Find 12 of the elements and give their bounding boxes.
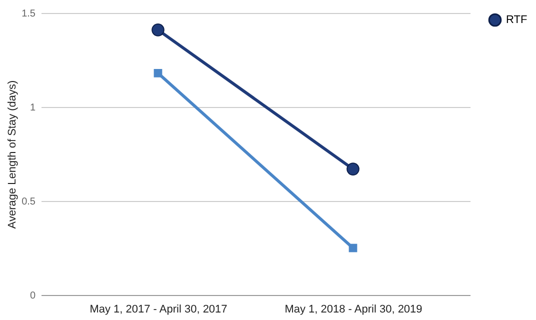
legend-label: RTF [506,14,528,26]
point [152,24,164,36]
point [348,244,358,252]
y-axis-title: Average Length of Stay (days) [6,80,19,229]
x-tick-label: May 1, 2018 - April 30, 2019 [284,304,422,316]
point [154,68,162,78]
y-tick-label: 1.5 [22,8,36,20]
y-tick-label: 0 [30,290,36,302]
y-tick-label: 1 [30,102,36,114]
x-tick-label: May 1, 2017 - April 30, 2017 [90,304,228,316]
point [346,162,360,176]
y-tick-label: 0.5 [22,196,36,208]
